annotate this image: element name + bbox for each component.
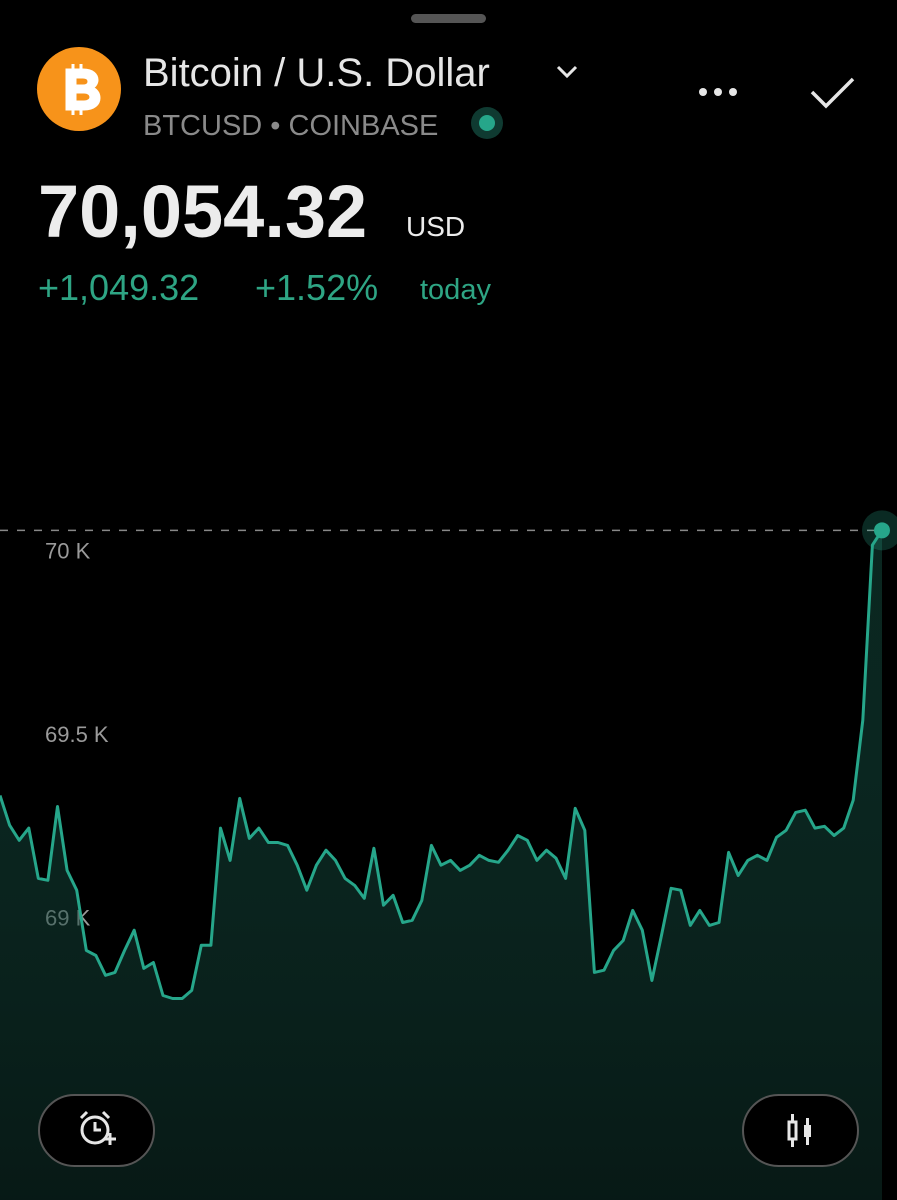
done-button[interactable]	[810, 77, 855, 109]
alert-button[interactable]	[38, 1094, 155, 1167]
drag-handle[interactable]	[411, 14, 486, 23]
bitcoin-logo	[37, 47, 121, 131]
more-button[interactable]	[699, 88, 737, 96]
y-tick-label: 70 K	[45, 538, 91, 563]
chart: 69 K69.5 K70 K	[0, 510, 897, 1200]
chart-type-button[interactable]	[742, 1094, 859, 1167]
price: 70,054.32	[38, 170, 367, 253]
price-area	[0, 530, 882, 1200]
y-tick-label: 69.5 K	[45, 722, 109, 747]
symbol-exchange: BTCUSD • COINBASE	[143, 110, 438, 142]
currency: USD	[406, 211, 465, 242]
symbol-title[interactable]: Bitcoin / U.S. Dollar	[143, 51, 490, 95]
dropdown-chevron[interactable]	[556, 65, 578, 79]
change-value: +1,049.32	[38, 267, 199, 308]
last-price-dot	[874, 522, 890, 539]
price-line	[0, 529, 884, 1000]
live-dot	[479, 115, 495, 131]
change-percent: +1.52%	[255, 267, 378, 308]
change-period: today	[420, 274, 491, 306]
